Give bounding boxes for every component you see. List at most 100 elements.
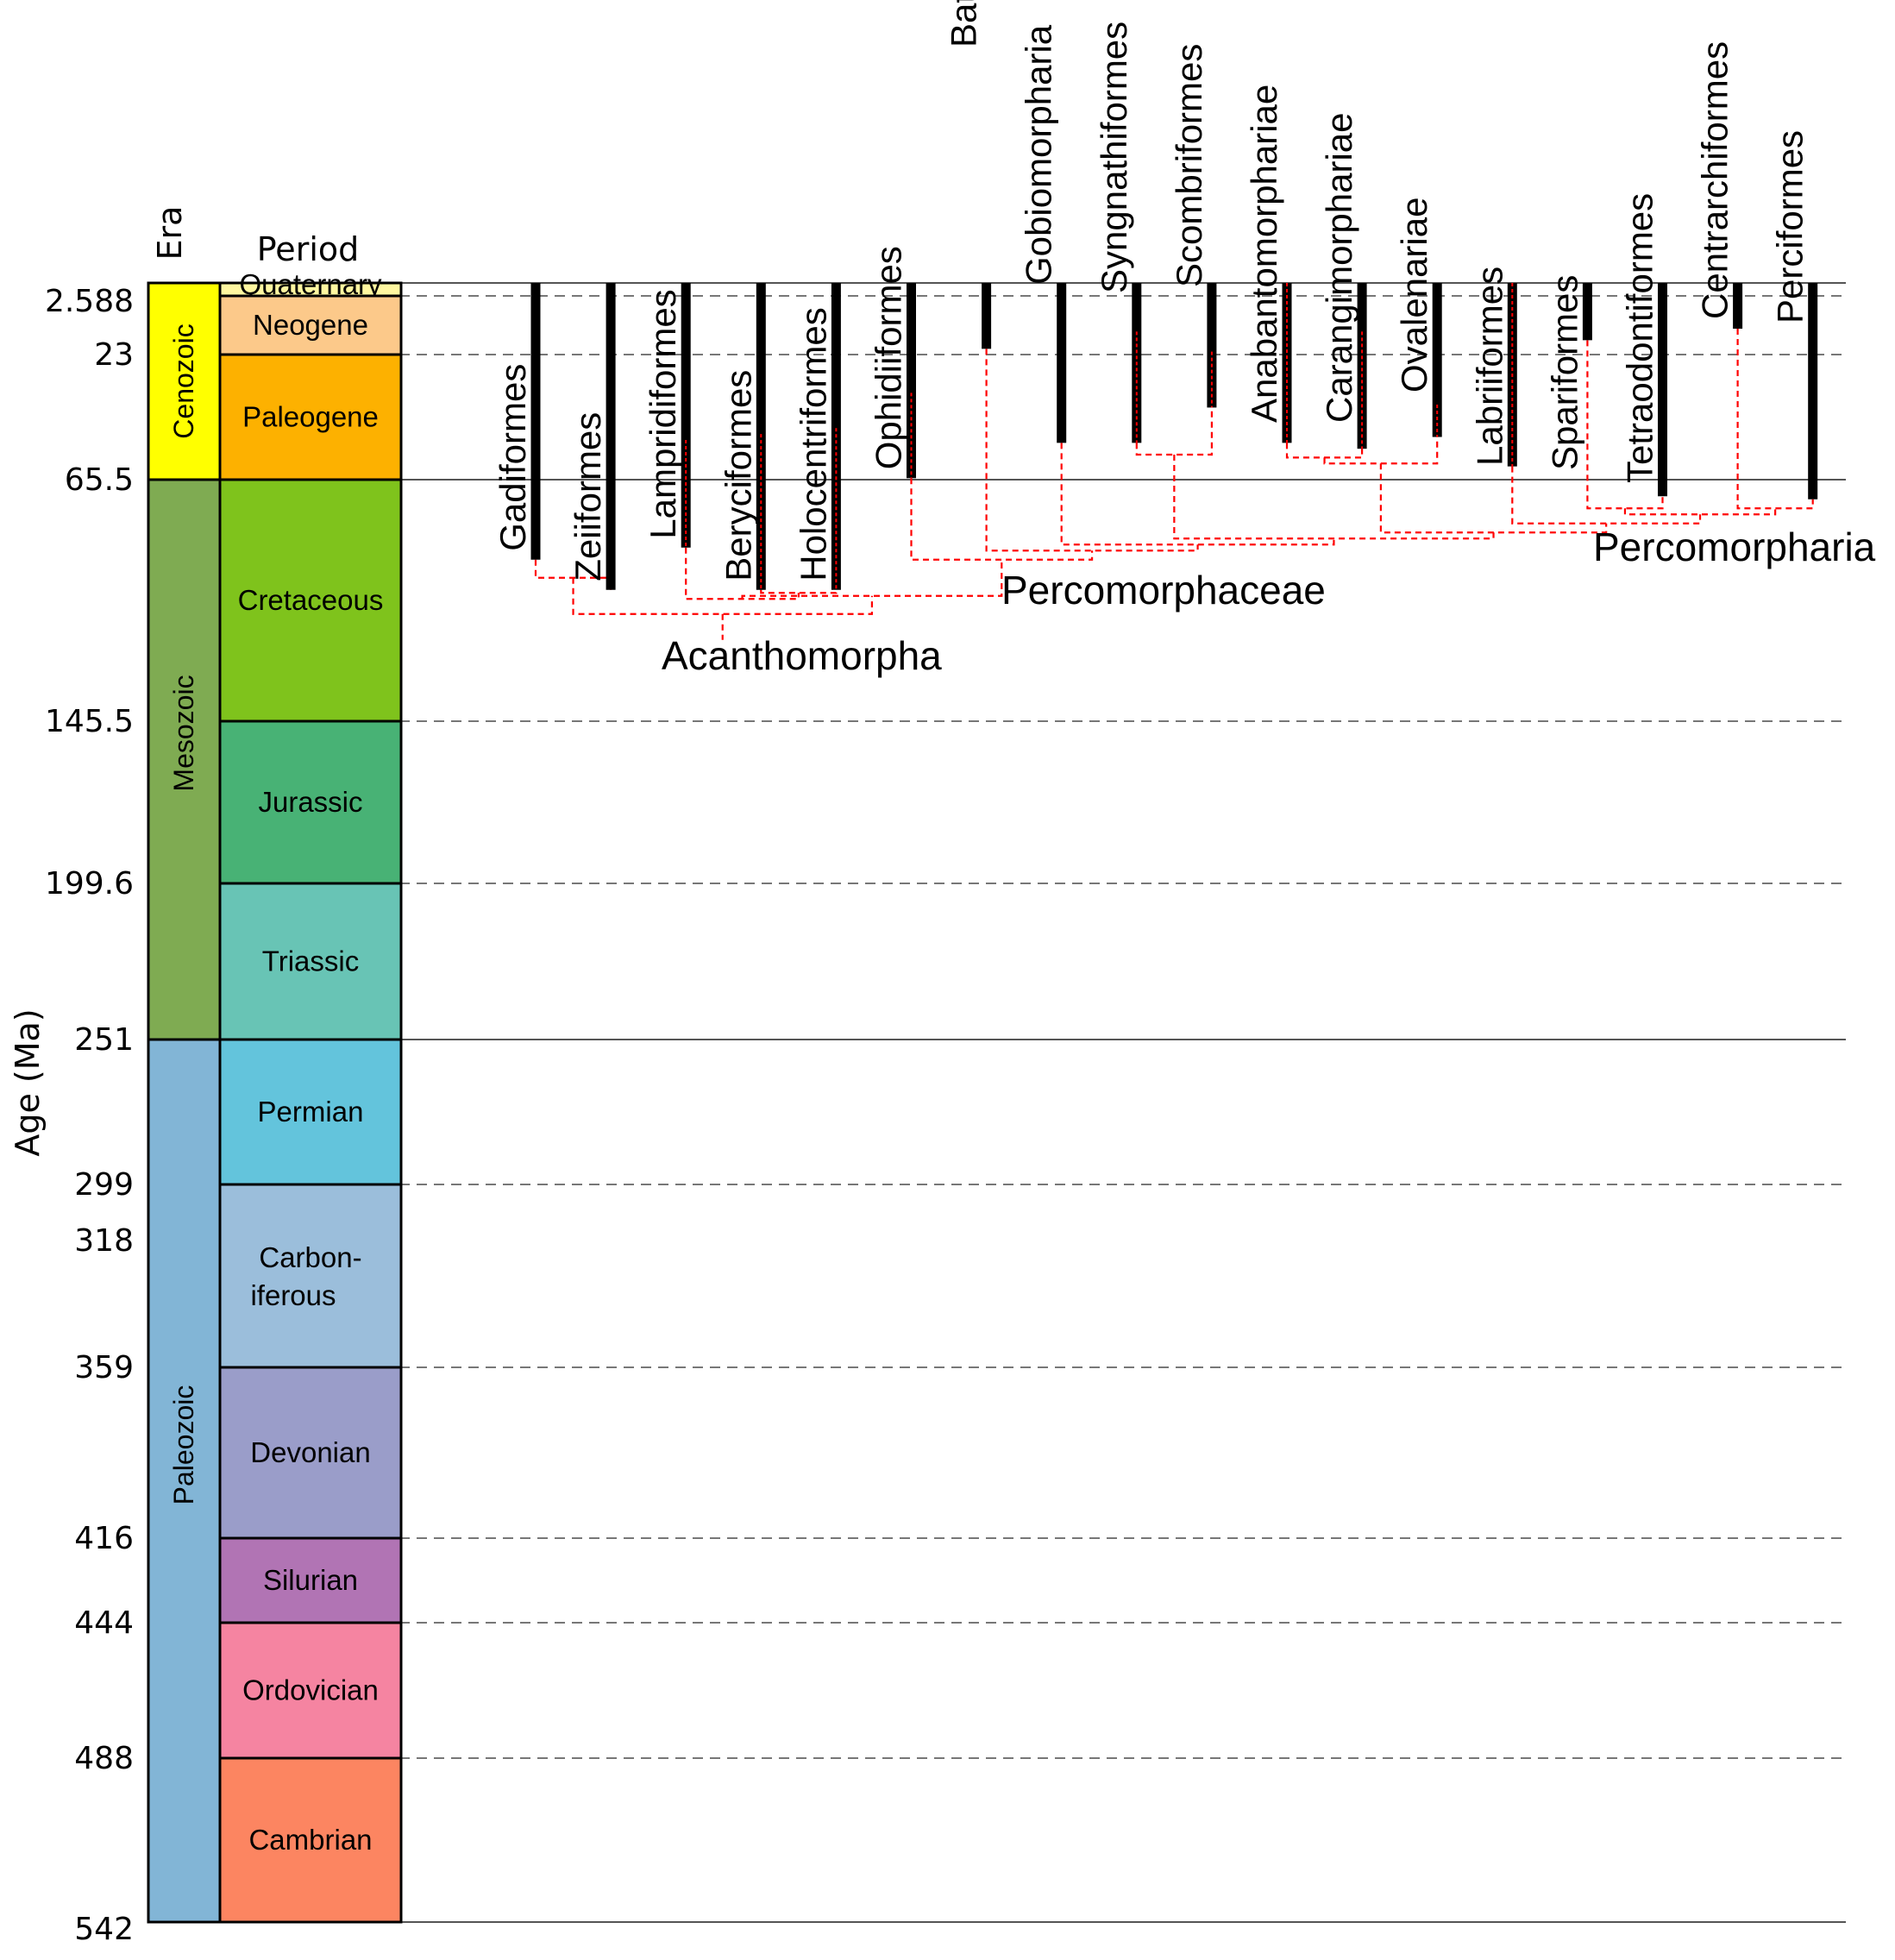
ghost-lineage-connector (910, 478, 1094, 561)
taxon-label-beryciformes: Beryciformes (718, 370, 758, 581)
period-label-jurassic: Jurassic (258, 786, 362, 818)
taxon-label-gobiomorpharia: Gobiomorpharia (1019, 24, 1059, 285)
taxon-label-spariformes: Spariformes (1544, 275, 1584, 470)
ghost-lineage-connector (760, 589, 838, 594)
clade-label-percomorphaceae: Percomorphaceae (1001, 568, 1326, 612)
range-bar-perciformes (1808, 283, 1818, 499)
taxon-label-batrachoidiformes: Batrachoidiformes (944, 0, 984, 47)
era-label-mesozoic: Mesozoic (168, 675, 199, 791)
taxon-label-lampridiformes: Lampridiformes (643, 289, 683, 538)
clade-label-percomorpharia: Percomorpharia (1593, 525, 1876, 569)
age-tick-251: 251 (74, 1022, 134, 1058)
age-tick-65-5: 65.5 (65, 462, 134, 498)
taxon-label-anabantomorphariae: Anabantomorphariae (1244, 85, 1284, 423)
era-label-paleozoic: Paleozoic (168, 1385, 199, 1505)
ghost-lineage-connector (1285, 443, 1364, 459)
age-tick-299: 299 (74, 1167, 134, 1203)
range-bar-spariformes (1582, 283, 1592, 341)
period-header: Period (257, 230, 360, 268)
range-bar-ophidiiformes (907, 283, 916, 479)
period-box-paleogene (218, 353, 403, 481)
ghost-lineage-connector (1060, 443, 1335, 546)
age-tick-416: 416 (74, 1521, 134, 1556)
ghost-lineage-connector (1135, 407, 1213, 456)
taxon-label-perciformes: Perciformes (1770, 130, 1810, 324)
age-tick-444: 444 (74, 1605, 134, 1641)
period-box-silurian (218, 1536, 403, 1624)
ghost-lineage-connector (1586, 340, 1664, 510)
period-box-neogene (218, 294, 403, 356)
period-label-neogene: Neogene (253, 309, 368, 341)
ghost-lineage-connector (1736, 329, 1814, 510)
ghost-lineage-connector (1623, 508, 1777, 516)
range-bar-carangimorphariae (1357, 283, 1367, 449)
ghost-lineage-connector (985, 349, 1199, 552)
range-bar-gadiformes (530, 283, 541, 560)
age-axis-label: Age (Ma) (9, 1008, 47, 1156)
era-box-paleozoic (147, 1038, 222, 1924)
period-box-triassic (218, 882, 403, 1041)
range-bar-lampridiformes (681, 283, 691, 548)
taxon-label-holocentriformes: Holocentriformes (793, 307, 833, 581)
age-tick-199-6: 199.6 (45, 866, 134, 901)
age-tick-488: 488 (74, 1741, 134, 1776)
age-tick-2-588: 2.588 (45, 284, 134, 319)
period-box-devonian (218, 1366, 403, 1540)
taxon-label-ophidiiformes: Ophidiiformes (869, 246, 909, 469)
ghost-lineages (534, 329, 1814, 640)
age-tick-318: 318 (74, 1223, 134, 1259)
range-bar-tetraodontiformes (1658, 283, 1667, 497)
range-bar-batrachoidiformes (982, 283, 992, 349)
taxon-label-centrarchiformes: Centrarchiformes (1695, 41, 1735, 319)
period-label-paleogene: Paleogene (242, 401, 379, 433)
period-label-silurian: Silurian (263, 1564, 358, 1596)
period-box-cambrian (218, 1756, 403, 1924)
period-label-cretaceous: Cretaceous (238, 584, 384, 616)
taxon-label-labriiformes: Labriiformes (1469, 267, 1509, 466)
range-bar-scombriformes (1207, 283, 1217, 408)
period-label-permian: Permian (258, 1096, 364, 1128)
era-label-cenozoic: Cenozoic (168, 324, 199, 438)
age-tick-labels: 2.588 23 65.5 145.5 199.6 251 299 318 359 416 444 4… (45, 284, 134, 1947)
range-bar-ovalenariae (1432, 283, 1442, 437)
taxon-label-gadiformes: Gadiformes (493, 364, 533, 551)
period-box-ordovician (218, 1621, 403, 1760)
clade-labels: Acanthomorpha Percomorphaceae Percomorphar… (662, 525, 1876, 678)
taxon-label-carangimorphariae: Carangimorphariae (1319, 112, 1359, 423)
ghost-lineage-connector (1379, 463, 1608, 534)
age-tick-359: 359 (74, 1350, 134, 1385)
period-label-ordovician: Ordovician (242, 1674, 379, 1706)
period-box-permian (218, 1038, 403, 1186)
period-column: QuaternaryNeogenePaleogeneCretaceousJura… (218, 268, 403, 1924)
taxon-range-bars (530, 283, 1818, 590)
period-label-triassic: Triassic (262, 945, 359, 977)
range-bar-gobiomorpharia (1057, 283, 1067, 443)
range-bar-zeiiformes (606, 283, 616, 590)
age-tick-23: 23 (94, 337, 134, 373)
era-box-cenozoic (147, 281, 222, 481)
taxon-label-tetraodontiformes: Tetraodontiformes (1620, 193, 1660, 483)
ghost-lineage-connector (741, 559, 1003, 600)
ghost-lineage-connector (1173, 455, 1495, 540)
period-label-cambrian: Cambrian (248, 1824, 372, 1856)
range-bar-centrarchiformes (1733, 283, 1743, 330)
ghost-lineage-connector (572, 577, 874, 615)
period-box-jurassic (218, 719, 403, 885)
taxon-label-zeiiformes: Zeiiformes (568, 412, 608, 581)
age-tick-145-5: 145.5 (45, 704, 134, 739)
taxon-labels: Gadiformes Zeiiformes Lampridiformes Beryci… (493, 0, 1810, 581)
taxon-label-ovalenariae: Ovalenariae (1394, 198, 1434, 393)
period-label-devonian: Devonian (250, 1436, 370, 1468)
era-column: Cenozoic Mesozoic Paleozoic (147, 281, 222, 1924)
period-label-carbon-iferous: Carbon-iferous (250, 1241, 361, 1311)
period-box-carbon-iferous (218, 1183, 403, 1369)
ghost-lineage-connector (1323, 437, 1439, 465)
era-header: Era (151, 206, 189, 261)
taxon-label-scombriformes: Scombriformes (1169, 44, 1209, 287)
period-box-cretaceous (218, 478, 403, 723)
age-tick-542: 542 (74, 1912, 134, 1947)
taxon-label-syngnathiformes: Syngnathiformes (1094, 22, 1134, 293)
clade-label-acanthomorpha: Acanthomorpha (662, 633, 942, 678)
boundary-lines (399, 282, 1846, 1923)
